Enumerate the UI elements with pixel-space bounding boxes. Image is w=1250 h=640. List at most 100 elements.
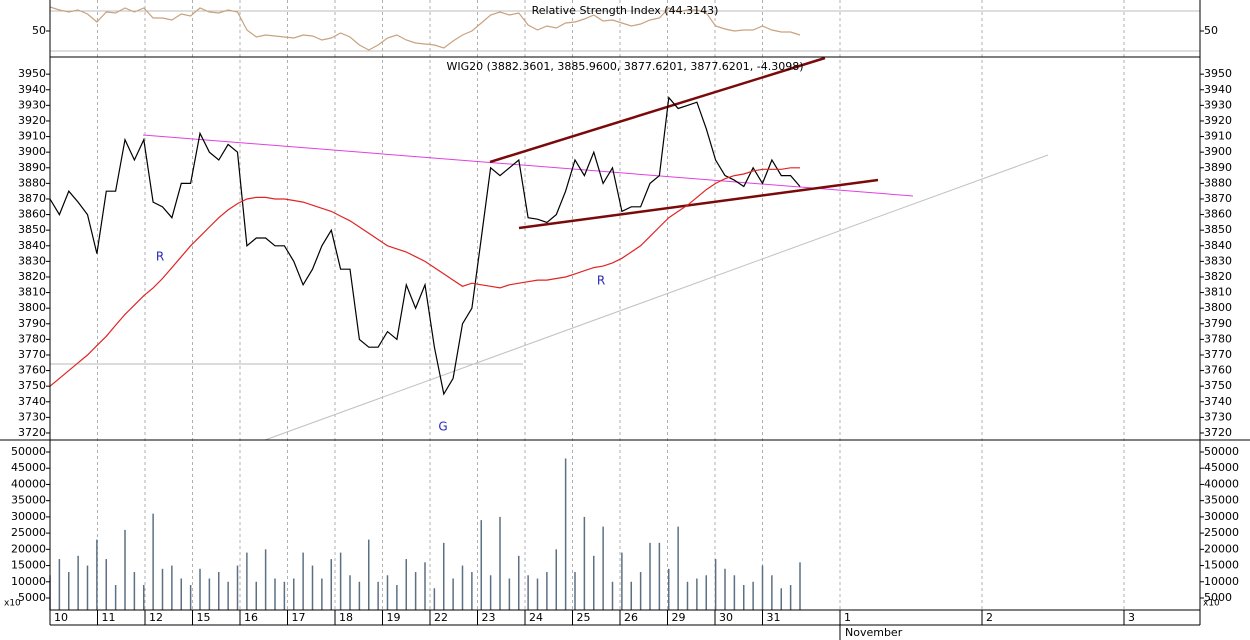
volume-bar [452, 578, 454, 610]
volume-bar [283, 581, 286, 610]
volume-bar [96, 539, 98, 610]
y-tick-label: 50 [1204, 24, 1218, 37]
volume-bar [555, 549, 557, 610]
y-tick-label: 3820 [1204, 270, 1232, 283]
y-tick-label: 20000 [1204, 542, 1239, 555]
y-tick-label: 3800 [18, 301, 46, 314]
volume-bar [255, 581, 257, 610]
y-tick-label: 3720 [18, 426, 46, 439]
y-tick-label: 3920 [1204, 114, 1232, 127]
y-tick-label: 3850 [1204, 223, 1232, 236]
volume-bar [424, 562, 426, 610]
y-tick-label: 35000 [11, 494, 46, 507]
y-tick-label: 10000 [1204, 575, 1239, 588]
annotation: R [156, 250, 164, 264]
x-tick-label: 29 [672, 611, 686, 624]
volume-bar [414, 572, 417, 610]
volume-bar [396, 585, 398, 610]
month-label: November [845, 626, 903, 639]
volume-bar [677, 526, 679, 610]
volume-bar [358, 581, 361, 610]
y-tick-label: 5000 [1204, 591, 1232, 604]
series-line [49, 6, 801, 51]
volume-bar [752, 581, 754, 610]
y-tick-label: 25000 [1204, 526, 1239, 539]
volume-bar [86, 565, 89, 610]
unit-label: x10 [1203, 599, 1220, 609]
x-tick-label: 15 [197, 611, 211, 624]
x-tick-label: 24 [529, 611, 543, 624]
volume-bar [114, 585, 117, 610]
volume-bar [433, 588, 436, 610]
volume-bar [133, 572, 136, 610]
volume-bar [321, 578, 323, 610]
marks [49, 6, 801, 610]
x-tick-label: 3 [1128, 611, 1135, 624]
volume-bar [536, 578, 539, 610]
volume-bar [574, 572, 576, 610]
y-tick-label: 3780 [1204, 332, 1232, 345]
volume-bar [789, 585, 792, 610]
volume-bar [527, 575, 529, 610]
volume-bar [339, 552, 342, 610]
volume-bar [733, 575, 736, 610]
x-tick-label: 26 [624, 611, 638, 624]
volume-bar [199, 568, 201, 610]
rsi-title: Relative Strength Index (44.3143) [532, 4, 719, 17]
volume-bar [743, 585, 745, 610]
y-tick-label: 3950 [18, 67, 46, 80]
volume-bar [246, 552, 248, 610]
y-tick-label: 3900 [18, 145, 46, 158]
y-tick-label: 3920 [18, 114, 46, 127]
volume-bar [58, 559, 61, 610]
volume-bar [368, 539, 370, 610]
y-tick-label: 3770 [18, 348, 46, 361]
x-tick-label: 23 [482, 611, 496, 624]
volume-bar [583, 516, 586, 610]
y-tick-label: 3730 [18, 410, 46, 423]
volume-bar [264, 549, 267, 610]
volume-bar [161, 568, 164, 610]
y-tick-label: 3870 [18, 192, 46, 205]
y-tick-label: 3720 [1204, 426, 1232, 439]
volume-bar [349, 575, 351, 610]
x-tick-label: 22 [434, 611, 448, 624]
y-tick-label: 3870 [1204, 192, 1232, 205]
volume-bar [658, 542, 661, 610]
y-tick-label: 50000 [1204, 445, 1239, 458]
trend-line [264, 154, 1049, 441]
y-tick-label: 3880 [18, 176, 46, 189]
y-tick-label: 3790 [1204, 317, 1232, 330]
grid [50, 0, 1200, 610]
volume-bar [461, 565, 464, 610]
y-tick-label: 3740 [1204, 395, 1232, 408]
price-title: WIG20 (3882.3601, 3885.9600, 3877.6201, … [446, 60, 803, 73]
y-tick-label: 50000 [11, 445, 46, 458]
volume-bar [218, 572, 220, 610]
y-tick-label: 3890 [1204, 161, 1232, 174]
volume-bar [208, 578, 211, 610]
volume-bar [696, 578, 698, 610]
y-tick-label: 3830 [1204, 254, 1232, 267]
y-tick-label: 3810 [18, 286, 46, 299]
volume-bar [171, 565, 173, 610]
y-tick-label: 3930 [18, 98, 46, 111]
y-tick-label: 3840 [18, 239, 46, 252]
y-tick-label: 40000 [11, 477, 46, 490]
y-tick-label: 10000 [11, 575, 46, 588]
volume-bar [405, 559, 407, 610]
volume-bar [471, 572, 473, 610]
annotation: R [597, 274, 605, 288]
series-line [49, 96, 801, 396]
channel-line [489, 56, 826, 164]
volume-bar [499, 516, 501, 610]
x-tick-label: 18 [339, 611, 353, 624]
drawings [50, 56, 1049, 441]
y-tick-label: 3940 [18, 83, 46, 96]
x-tick-label: 16 [244, 611, 258, 624]
y-tick-label: 3750 [1204, 379, 1232, 392]
y-tick-label: 3730 [1204, 410, 1232, 423]
volume-bar [489, 575, 492, 610]
